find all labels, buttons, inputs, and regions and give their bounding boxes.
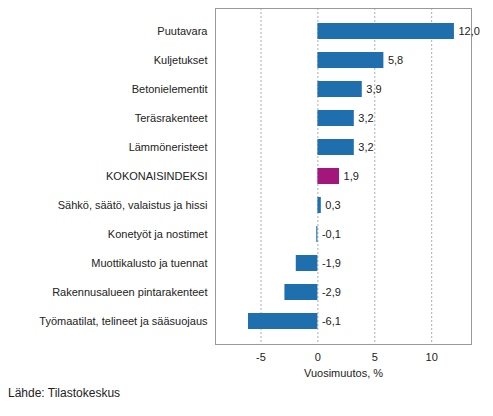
svg-text:Teräsrakenteet: Teräsrakenteet [135, 112, 208, 124]
html-text:Lähde: Tilastokeskus: Lähde: Tilastokeskus [8, 386, 121, 400]
svg-text:3,2: 3,2 [358, 112, 373, 124]
svg-text:3,9: 3,9 [366, 83, 381, 95]
svg-text:Vuosimuutos, %: Vuosimuutos, % [304, 367, 383, 379]
svg-text:Kuljetukset: Kuljetukset [154, 54, 208, 66]
svg-text:10: 10 [426, 351, 438, 363]
svg-text:Sähkö, säätö, valaistus ja his: Sähkö, säätö, valaistus ja hissi [58, 199, 208, 211]
svg-text:-6,1: -6,1 [322, 315, 341, 327]
svg-text:12,0: 12,0 [458, 25, 479, 37]
svg-text:-2,9: -2,9 [322, 286, 341, 298]
svg-text:3,2: 3,2 [358, 141, 373, 153]
svg-text:Konetyöt ja nostimet: Konetyöt ja nostimet [108, 228, 208, 240]
svg-text:5: 5 [372, 351, 378, 363]
svg-text:Puutavara: Puutavara [157, 25, 208, 37]
svg-text:Betonielementit: Betonielementit [132, 83, 208, 95]
svg-text:1,9: 1,9 [344, 170, 359, 182]
svg-text:Työmaatilat, telineet ja sääsu: Työmaatilat, telineet ja sääsuojaus [39, 315, 208, 327]
svg-text:0,3: 0,3 [325, 199, 340, 211]
svg-text:KOKONAISINDEKSI: KOKONAISINDEKSI [106, 170, 207, 182]
svg-text:-0,1: -0,1 [322, 228, 341, 240]
svg-text:Muottikalusto ja tuennat: Muottikalusto ja tuennat [91, 257, 207, 269]
svg-text:-5: -5 [256, 351, 266, 363]
svg-text:Rakennusalueen pintarakenteet: Rakennusalueen pintarakenteet [52, 286, 207, 298]
svg-text:5,8: 5,8 [388, 54, 403, 66]
svg-text:-1,9: -1,9 [322, 257, 341, 269]
svg-text:Lämmöneristeet: Lämmöneristeet [129, 141, 208, 153]
svg-text:0: 0 [315, 351, 321, 363]
